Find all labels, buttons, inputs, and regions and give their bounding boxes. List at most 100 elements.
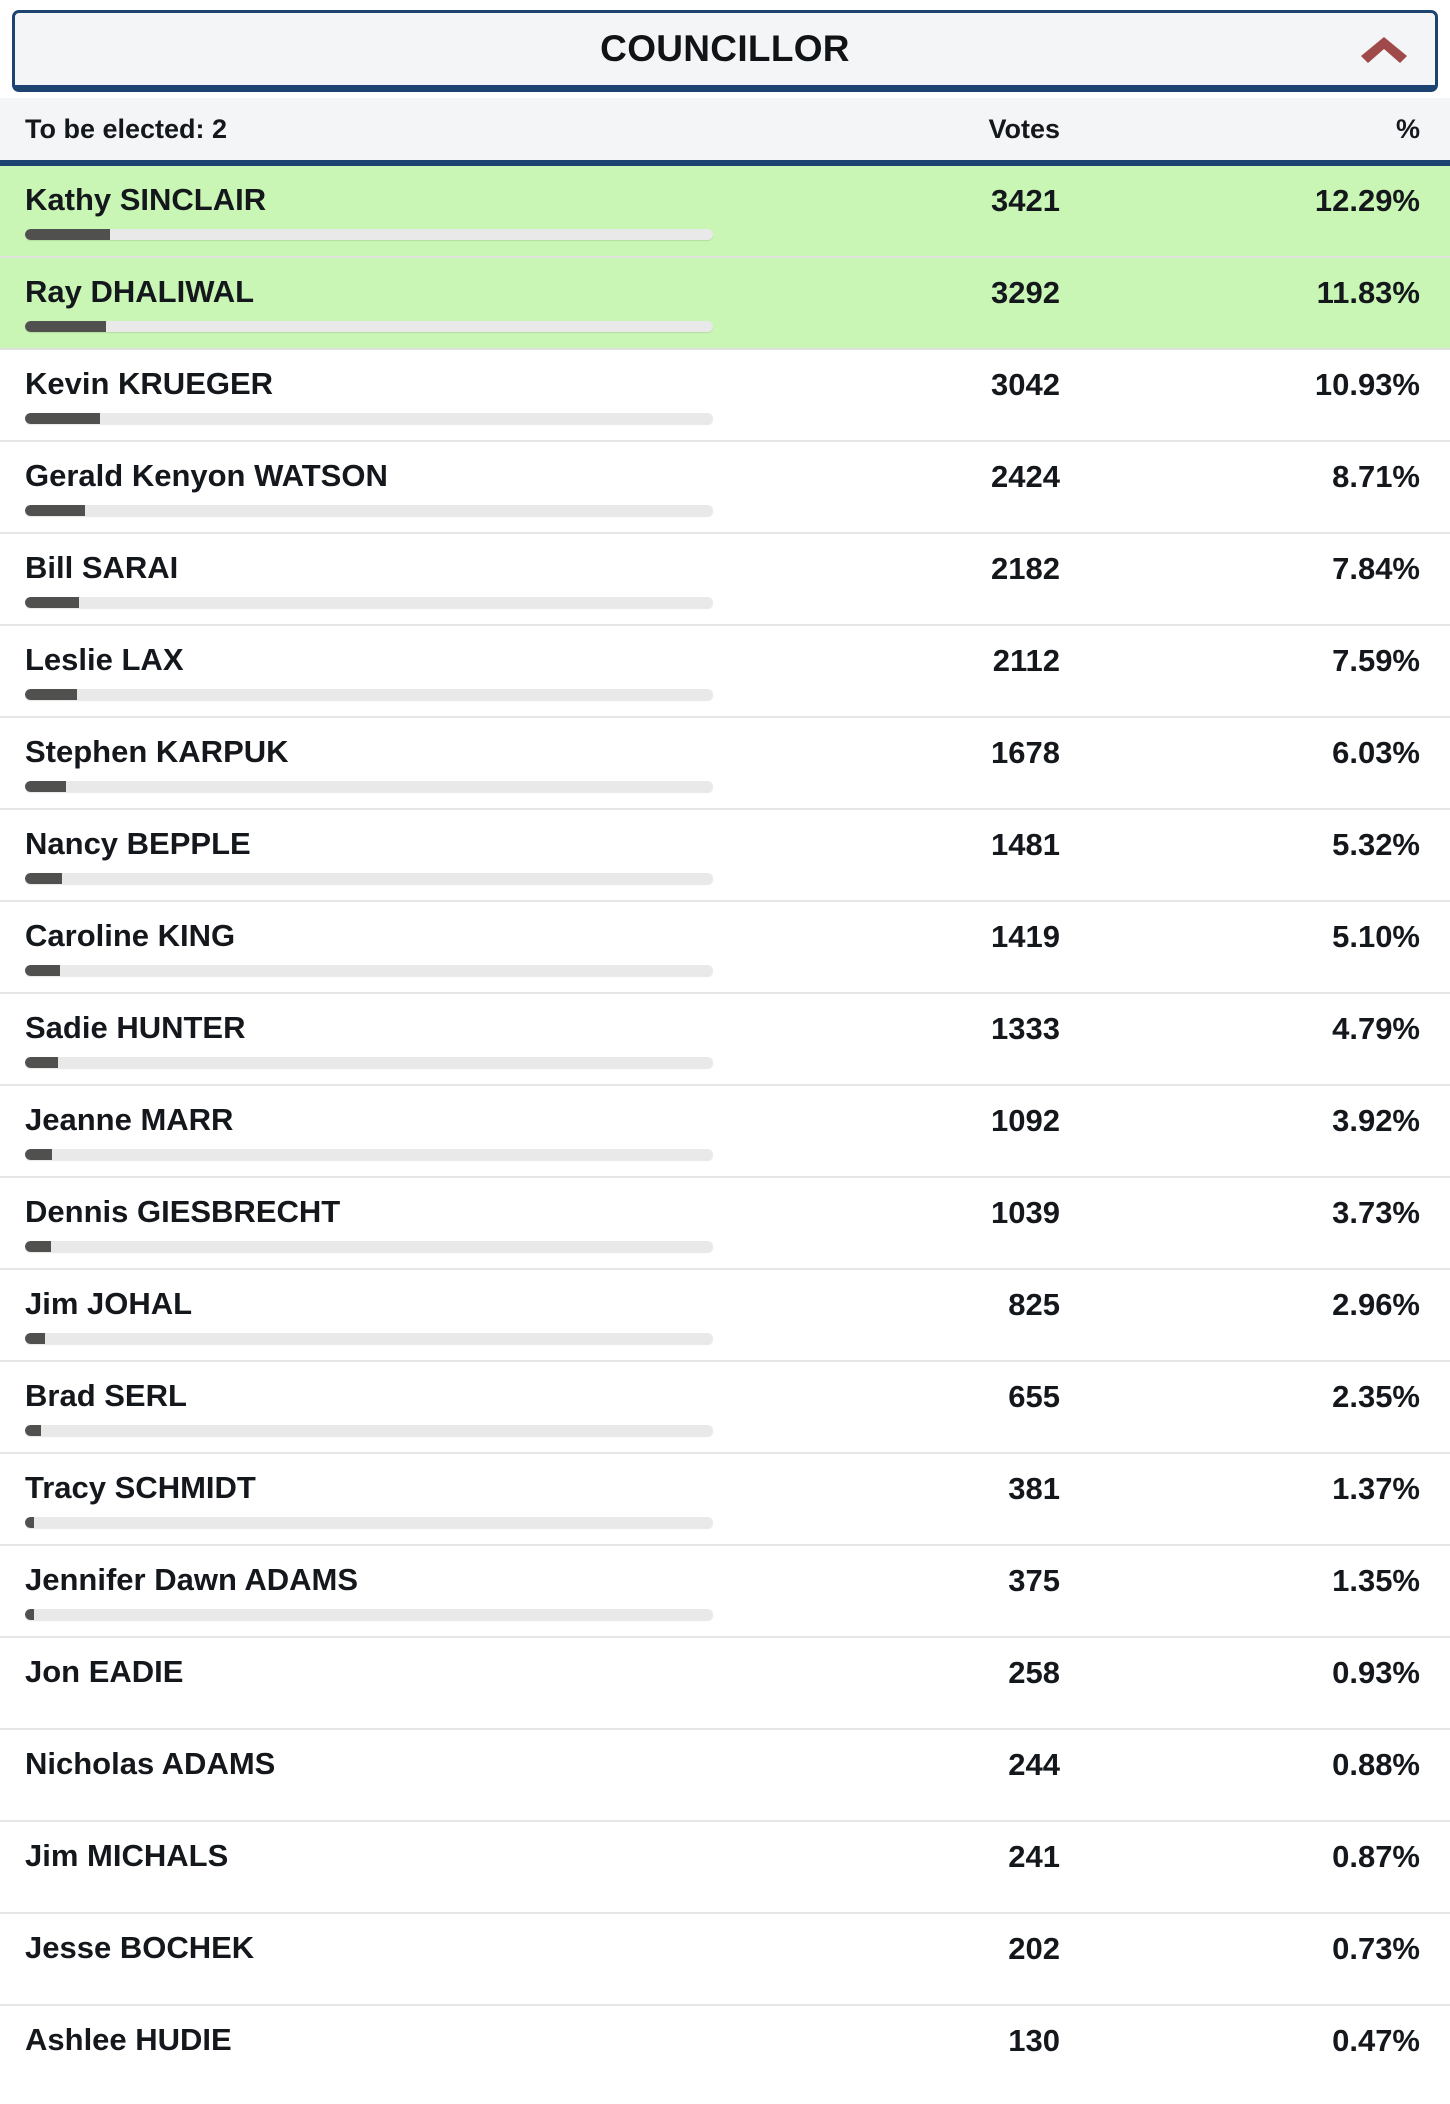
candidate-name: Kathy SINCLAIR [25, 182, 267, 217]
candidate-percent: 7.59% [1332, 643, 1420, 678]
table-row[interactable]: Bill SARAI 2182 7.84% [0, 534, 1450, 626]
vote-share-bar-fill [25, 964, 61, 976]
candidate-votes: 2182 [991, 551, 1060, 586]
vote-share-bar-fill [25, 688, 78, 700]
table-row[interactable]: Jim JOHAL 825 2.96% [0, 1270, 1450, 1362]
candidate-votes: 258 [1008, 1655, 1060, 1690]
candidate-votes: 381 [1008, 1471, 1060, 1506]
chevron-up-icon [1359, 32, 1409, 66]
candidate-votes: 1039 [991, 1195, 1060, 1230]
candidate-name-cell: Stephen KARPUK [25, 734, 740, 792]
candidate-percent: 0.93% [1332, 1655, 1420, 1690]
candidate-name-cell: Ray DHALIWAL [25, 274, 740, 332]
table-row[interactable]: Stephen KARPUK 1678 6.03% [0, 718, 1450, 810]
table-row[interactable]: Leslie LAX 2112 7.59% [0, 626, 1450, 718]
candidate-percent: 10.93% [1314, 367, 1420, 402]
table-row[interactable]: Jesse BOCHEK 202 0.73% [0, 1914, 1450, 2006]
vote-share-bar-track [25, 1608, 713, 1620]
table-row[interactable]: Kathy SINCLAIR 3421 12.29% [0, 166, 1450, 258]
vote-share-bar-fill [25, 504, 85, 516]
vote-share-bar-fill [25, 596, 79, 608]
candidate-name-cell: Jesse BOCHEK [25, 1930, 740, 1988]
table-row[interactable]: Nicholas ADAMS 244 0.88% [0, 1730, 1450, 1822]
candidate-name-cell: Brad SERL [25, 1378, 740, 1436]
vote-share-bar-fill [25, 1056, 58, 1068]
vote-share-bar-fill [25, 872, 62, 884]
column-header-percent: % [1395, 113, 1420, 144]
candidate-name-cell: Nicholas ADAMS [25, 1746, 740, 1804]
vote-share-bar-track [25, 964, 713, 976]
table-row[interactable]: Nancy BEPPLE 1481 5.32% [0, 810, 1450, 902]
candidate-percent: 0.47% [1332, 2023, 1420, 2058]
candidate-votes: 825 [1008, 1287, 1060, 1322]
table-row[interactable]: Jon EADIE 258 0.93% [0, 1638, 1450, 1730]
vote-share-bar-fill [25, 780, 67, 792]
vote-share-bar-track [25, 872, 713, 884]
candidate-votes: 2424 [991, 459, 1060, 494]
candidate-name-cell: Caroline KING [25, 918, 740, 976]
candidate-votes: 1678 [991, 735, 1060, 770]
table-row[interactable]: Sadie HUNTER 1333 4.79% [0, 994, 1450, 1086]
election-results-widget: COUNCILLOR To be elected: 2 Votes % Kath… [0, 10, 1450, 2098]
vote-share-bar-track [25, 504, 713, 516]
candidate-percent: 2.35% [1332, 1379, 1420, 1414]
candidate-percent: 1.35% [1332, 1563, 1420, 1598]
vote-share-bar-fill [25, 1240, 51, 1252]
candidate-name: Brad SERL [25, 1378, 187, 1413]
vote-share-bar-track [25, 1148, 713, 1160]
candidate-percent: 8.71% [1332, 459, 1420, 494]
candidate-percent: 0.88% [1332, 1747, 1420, 1782]
vote-share-bar-fill [25, 1516, 35, 1528]
candidate-name: Gerald Kenyon WATSON [25, 458, 388, 493]
column-header-votes: Votes [988, 113, 1060, 144]
table-row[interactable]: Caroline KING 1419 5.10% [0, 902, 1450, 994]
candidate-percent: 11.83% [1316, 275, 1420, 310]
table-column-header: To be elected: 2 Votes % [0, 98, 1450, 166]
candidate-name-cell: Sadie HUNTER [25, 1010, 740, 1068]
table-row[interactable]: Brad SERL 655 2.35% [0, 1362, 1450, 1454]
candidate-votes: 3421 [991, 183, 1060, 218]
candidate-percent: 1.37% [1332, 1471, 1420, 1506]
candidate-name: Tracy SCHMIDT [25, 1470, 256, 1505]
candidate-name: Jeanne MARR [25, 1102, 234, 1137]
table-row[interactable]: Jennifer Dawn ADAMS 375 1.35% [0, 1546, 1450, 1638]
candidate-name: Ashlee HUDIE [25, 2022, 232, 2057]
table-row[interactable]: Jim MICHALS 241 0.87% [0, 1822, 1450, 1914]
vote-share-bar-fill [25, 1332, 46, 1344]
race-panel-header[interactable]: COUNCILLOR [12, 10, 1438, 92]
candidate-votes: 3292 [991, 275, 1060, 310]
candidate-name-cell: Dennis GIESBRECHT [25, 1194, 740, 1252]
table-row[interactable]: Jeanne MARR 1092 3.92% [0, 1086, 1450, 1178]
vote-share-bar-track [25, 1332, 713, 1344]
table-row[interactable]: Kevin KRUEGER 3042 10.93% [0, 350, 1450, 442]
collapse-toggle-button[interactable] [1357, 29, 1411, 69]
candidate-votes: 1333 [991, 1011, 1060, 1046]
table-row[interactable]: Tracy SCHMIDT 381 1.37% [0, 1454, 1450, 1546]
candidate-name-cell: Jeanne MARR [25, 1102, 740, 1160]
vote-share-bar-fill [25, 1608, 35, 1620]
candidate-name: Leslie LAX [25, 642, 184, 677]
candidate-percent: 5.32% [1332, 827, 1420, 862]
candidate-name-cell: Kevin KRUEGER [25, 366, 740, 424]
candidate-percent: 4.79% [1332, 1011, 1420, 1046]
vote-share-bar-track [25, 320, 713, 332]
vote-share-bar-track [25, 1056, 713, 1068]
candidate-results-list: Kathy SINCLAIR 3421 12.29% Ray DHALIWAL 3292… [0, 166, 1450, 2098]
table-row[interactable]: Gerald Kenyon WATSON 2424 8.71% [0, 442, 1450, 534]
candidate-name: Ray DHALIWAL [25, 274, 255, 309]
candidate-name: Caroline KING [25, 918, 236, 953]
candidate-name: Dennis GIESBRECHT [25, 1194, 341, 1229]
candidate-percent: 6.03% [1332, 735, 1420, 770]
vote-share-bar-fill [25, 412, 101, 424]
candidate-name: Sadie HUNTER [25, 1010, 246, 1045]
table-row[interactable]: Ashlee HUDIE 130 0.47% [0, 2006, 1450, 2098]
candidate-percent: 2.96% [1332, 1287, 1420, 1322]
candidate-name-cell: Gerald Kenyon WATSON [25, 458, 740, 516]
table-row[interactable]: Ray DHALIWAL 3292 11.83% [0, 258, 1450, 350]
candidate-votes: 1092 [991, 1103, 1060, 1138]
candidate-name: Jennifer Dawn ADAMS [25, 1562, 359, 1597]
candidate-name-cell: Bill SARAI [25, 550, 740, 608]
candidate-votes: 241 [1008, 1839, 1060, 1874]
candidate-name-cell: Jim JOHAL [25, 1286, 740, 1344]
table-row[interactable]: Dennis GIESBRECHT 1039 3.73% [0, 1178, 1450, 1270]
